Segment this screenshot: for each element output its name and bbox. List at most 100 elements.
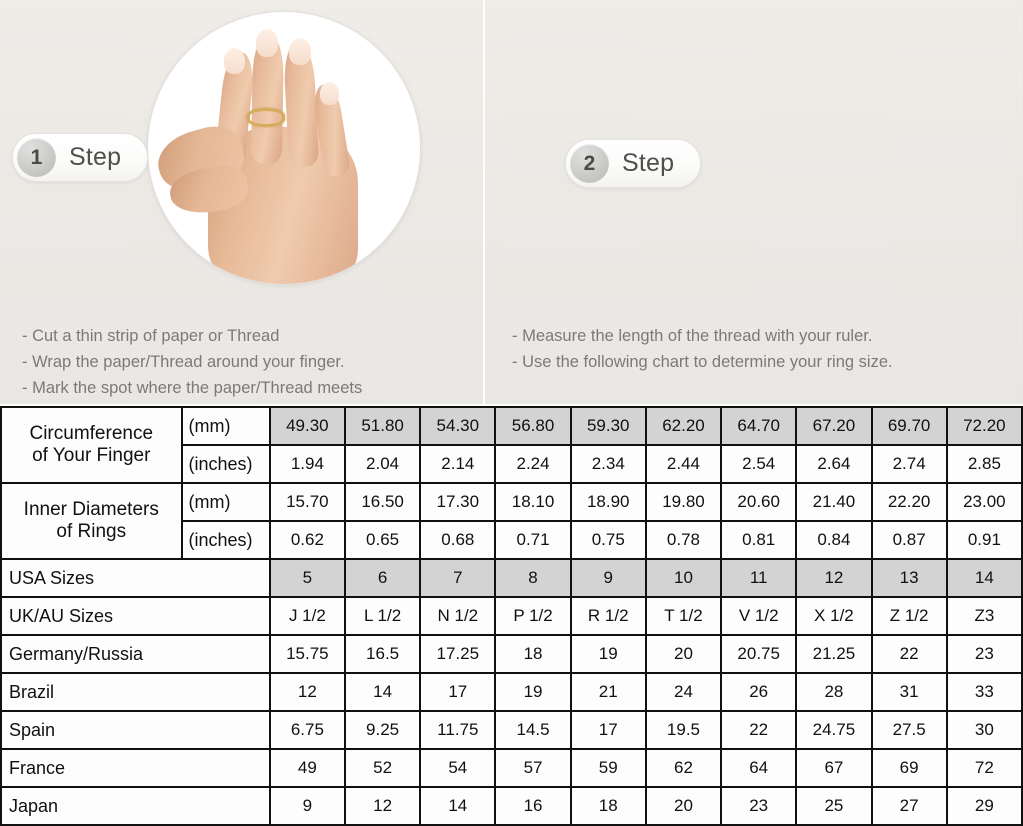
cell: 15.70: [268, 482, 346, 522]
table-row: Circumference of Your Finger (mm) 49.30 …: [0, 406, 1023, 484]
cell: 6.75: [268, 710, 346, 750]
group-label-line-1: Inner Diameters: [23, 499, 159, 520]
cell: 16.50: [343, 482, 422, 522]
cell: 11: [720, 558, 798, 598]
cell: 2.14: [419, 444, 497, 484]
steps-section: 1 Step - Cut a thin strip of paper or Th…: [0, 0, 1023, 404]
cell: 26: [720, 672, 798, 712]
cell: 21.40: [795, 482, 873, 522]
cell: Z3: [945, 596, 1023, 636]
cell: 23: [720, 786, 798, 826]
cell: 5: [268, 558, 346, 598]
ring-size-chart-table: Circumference of Your Finger (mm) 49.30 …: [0, 406, 1023, 826]
row-label-brazil: Brazil: [0, 672, 271, 712]
cell: 13: [870, 558, 948, 598]
cell: 16.5: [343, 634, 422, 674]
step-1-instruction-3: - Mark the spot where the paper/Thread m…: [22, 379, 363, 397]
group-label-line-1: Circumference: [29, 423, 154, 444]
cell: 9.25: [343, 710, 422, 750]
cell: 28: [795, 672, 873, 712]
cell: 19.5: [644, 710, 723, 750]
cell: 19.80: [644, 482, 723, 522]
cell: 2.54: [720, 444, 798, 484]
cell: 24.75: [795, 710, 873, 750]
panel-divider: [483, 0, 485, 404]
unit-cell: (inches): [180, 444, 271, 484]
step-1-number: 1: [17, 138, 56, 177]
cell: 12: [795, 558, 873, 598]
cell: 59.30: [569, 406, 647, 446]
cell: 2.34: [569, 444, 647, 484]
cell: 49.30: [268, 406, 346, 446]
row-group-label-inner-diameter: Inner Diameters of Rings: [0, 482, 183, 560]
cell: 9: [268, 786, 346, 826]
cell: 2.44: [644, 444, 723, 484]
cell: 22: [870, 634, 948, 674]
cell: 0.81: [720, 520, 798, 560]
step-1-instruction-2: - Wrap the paper/Thread around your fing…: [22, 353, 345, 371]
cell: 1.94: [268, 444, 346, 484]
step-1-instructions: - Cut a thin strip of paper or Thread - …: [22, 323, 362, 401]
cell: 57: [494, 748, 572, 788]
cell: 51.80: [343, 406, 422, 446]
cell: 2.24: [494, 444, 572, 484]
table-row: (inches) 0.62 0.65 0.68 0.71 0.75 0.78 0…: [1, 520, 1023, 560]
step-1-badge: 1 Step: [12, 133, 149, 182]
cell: 59: [569, 748, 647, 788]
cell: 64.70: [720, 406, 798, 446]
cell: 22: [720, 710, 798, 750]
cell: Z 1/2: [870, 596, 948, 636]
cell: 12: [268, 672, 346, 712]
cell: 67.20: [795, 406, 873, 446]
cell: 23.00: [945, 482, 1023, 522]
cell: 19: [569, 634, 647, 674]
cell: 2.74: [870, 444, 948, 484]
cell: 54: [419, 748, 497, 788]
cell: 18: [569, 786, 647, 826]
hand-illustration: [148, 12, 420, 284]
cell: 17: [569, 710, 647, 750]
step-2-label: Step: [622, 149, 675, 177]
cell: 18: [494, 634, 572, 674]
cell: 56.80: [494, 406, 572, 446]
step-1-panel: 1 Step - Cut a thin strip of paper or Th…: [0, 0, 483, 404]
cell: 0.84: [795, 520, 873, 560]
table-row: Brazil 12 14 17 19 21 24 26 28 31 33: [0, 672, 1023, 712]
cell: 72.20: [945, 406, 1023, 446]
cell: 0.62: [268, 520, 346, 560]
cell: 49: [268, 748, 346, 788]
cell: 64: [720, 748, 798, 788]
cell: 69: [870, 748, 948, 788]
cell: 22.20: [870, 482, 948, 522]
cell: 0.87: [870, 520, 948, 560]
step-2-number: 2: [570, 144, 609, 183]
cell: 8: [494, 558, 572, 598]
step-2-instruction-2: - Use the following chart to determine y…: [512, 353, 893, 371]
row-label-japan: Japan: [0, 786, 271, 826]
row-label-france: France: [0, 748, 271, 788]
cell: 0.91: [945, 520, 1023, 560]
cell: 16: [494, 786, 572, 826]
cell: N 1/2: [419, 596, 497, 636]
cell: 17: [419, 672, 497, 712]
cell: 54.30: [419, 406, 497, 446]
cell: 0.78: [644, 520, 723, 560]
cell: 21.25: [795, 634, 873, 674]
cell: 20.60: [720, 482, 798, 522]
cell: 69.70: [870, 406, 948, 446]
cell: 9: [569, 558, 647, 598]
cell: 67: [795, 748, 873, 788]
cell: T 1/2: [644, 596, 723, 636]
step-2-instruction-1: - Measure the length of the thread with …: [512, 327, 873, 345]
step-1-instruction-1: - Cut a thin strip of paper or Thread: [22, 327, 280, 345]
cell: 0.71: [494, 520, 572, 560]
cell: 0.68: [419, 520, 497, 560]
cell: 0.75: [569, 520, 647, 560]
cell: 25: [795, 786, 873, 826]
cell: 27.5: [870, 710, 948, 750]
unit-cell: (mm): [180, 482, 271, 522]
cell: 7: [419, 558, 497, 598]
cell: 18.90: [569, 482, 647, 522]
table-row: Inner Diameters of Rings (mm) 15.70 16.5…: [0, 482, 1023, 560]
cell: 20: [644, 634, 723, 674]
